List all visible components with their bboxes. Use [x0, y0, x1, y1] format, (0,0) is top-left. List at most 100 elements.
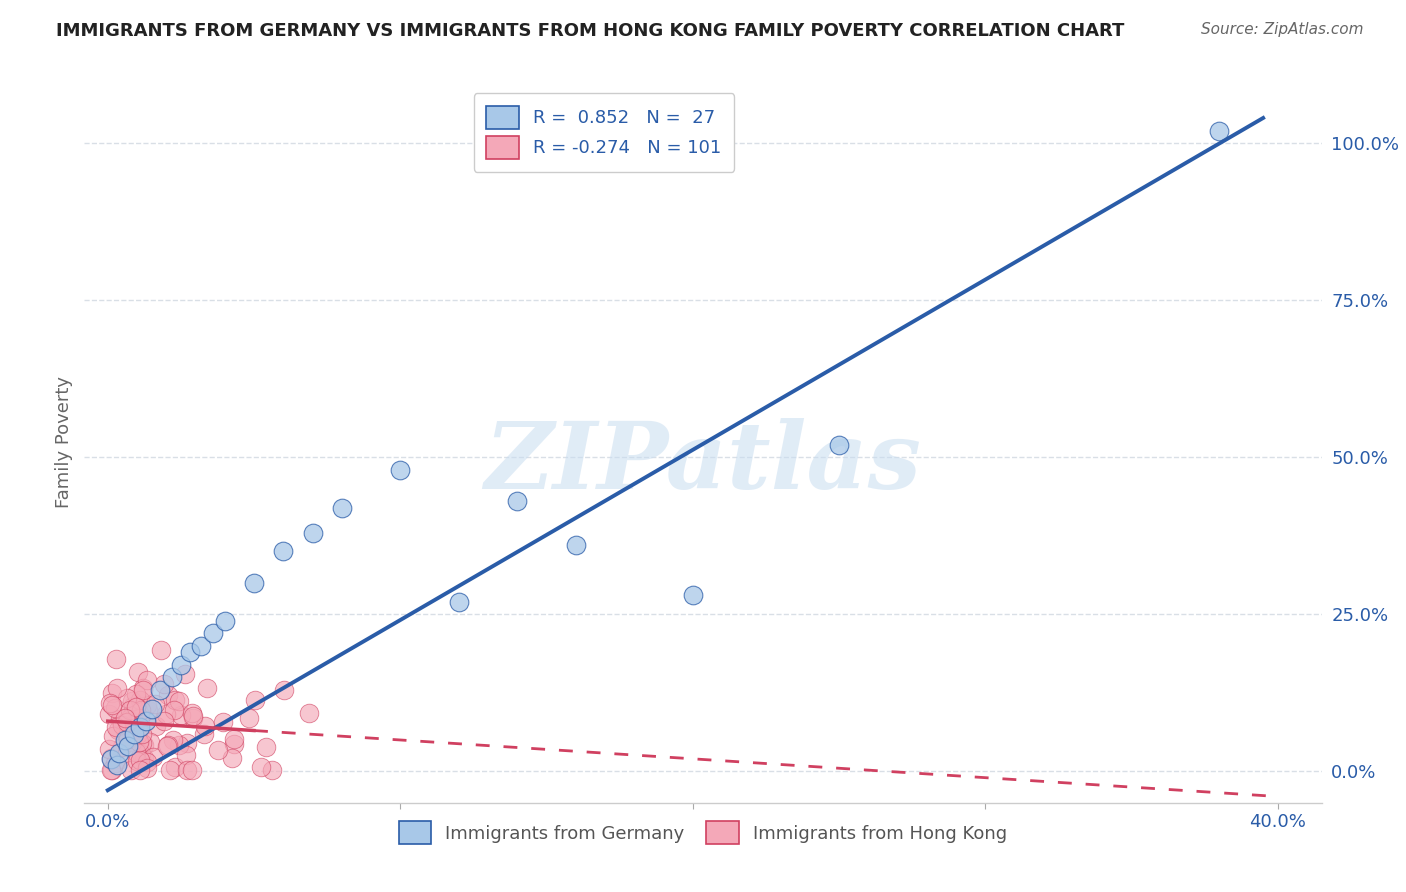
Point	[224, 737, 246, 751]
Point	[121, 694, 143, 708]
Point	[129, 710, 152, 724]
Point	[135, 698, 157, 712]
Point	[183, 711, 205, 725]
Point	[157, 739, 180, 753]
Text: IMMIGRANTS FROM GERMANY VS IMMIGRANTS FROM HONG KONG FAMILY POVERTY CORRELATION : IMMIGRANTS FROM GERMANY VS IMMIGRANTS FR…	[56, 22, 1125, 40]
Point	[128, 735, 150, 749]
Point	[156, 688, 179, 702]
Point	[179, 645, 201, 659]
Point	[167, 694, 190, 708]
Point	[115, 715, 138, 730]
Point	[143, 697, 166, 711]
Point	[222, 731, 245, 746]
Point	[243, 693, 266, 707]
Point	[104, 701, 127, 715]
Point	[565, 538, 588, 552]
Point	[100, 752, 122, 766]
Point	[163, 693, 186, 707]
Point	[301, 525, 323, 540]
Point	[160, 670, 183, 684]
Point	[122, 727, 145, 741]
Point	[114, 733, 136, 747]
Point	[176, 736, 198, 750]
Point	[115, 690, 138, 705]
Point	[214, 614, 236, 628]
Point	[254, 740, 277, 755]
Point	[134, 738, 156, 752]
Point	[159, 763, 181, 777]
Point	[122, 698, 145, 713]
Point	[134, 750, 156, 764]
Point	[180, 706, 202, 720]
Point	[114, 724, 136, 739]
Point	[129, 763, 152, 777]
Point	[104, 720, 127, 734]
Point	[155, 706, 177, 721]
Point	[100, 698, 122, 713]
Point	[129, 747, 152, 761]
Point	[271, 544, 294, 558]
Point	[181, 708, 204, 723]
Point	[447, 595, 470, 609]
Point	[114, 728, 136, 742]
Point	[170, 707, 193, 722]
Point	[156, 739, 179, 754]
Point	[107, 723, 129, 738]
Y-axis label: Family Poverty: Family Poverty	[55, 376, 73, 508]
Point	[174, 748, 197, 763]
Point	[111, 718, 134, 732]
Point	[104, 756, 127, 771]
Point	[129, 720, 152, 734]
Point	[193, 727, 215, 741]
Point	[170, 657, 193, 672]
Point	[138, 734, 160, 748]
Point	[120, 763, 142, 777]
Point	[131, 703, 153, 717]
Point	[135, 714, 157, 728]
Legend: Immigrants from Germany, Immigrants from Hong Kong: Immigrants from Germany, Immigrants from…	[391, 814, 1015, 852]
Point	[98, 706, 121, 721]
Point	[135, 761, 157, 775]
Point	[273, 683, 295, 698]
Point	[249, 760, 271, 774]
Point	[194, 719, 217, 733]
Point	[117, 712, 139, 726]
Point	[211, 714, 233, 729]
Point	[121, 734, 143, 748]
Point	[100, 751, 122, 765]
Point	[828, 438, 851, 452]
Point	[108, 746, 131, 760]
Point	[105, 681, 128, 696]
Point	[131, 727, 153, 741]
Point	[117, 739, 139, 754]
Point	[125, 745, 148, 759]
Point	[238, 711, 260, 725]
Point	[682, 589, 704, 603]
Point	[105, 652, 128, 666]
Point	[132, 682, 155, 697]
Point	[190, 639, 212, 653]
Point	[129, 753, 152, 767]
Text: ZIPatlas: ZIPatlas	[485, 418, 921, 508]
Point	[125, 728, 148, 742]
Point	[165, 760, 187, 774]
Point	[141, 701, 163, 715]
Point	[149, 682, 172, 697]
Point	[100, 763, 122, 777]
Point	[167, 739, 190, 753]
Point	[138, 703, 160, 717]
Point	[298, 706, 321, 720]
Point	[176, 763, 198, 777]
Point	[260, 763, 283, 777]
Point	[162, 733, 184, 747]
Point	[135, 755, 157, 769]
Point	[110, 739, 132, 754]
Point	[101, 729, 124, 743]
Point	[101, 686, 124, 700]
Point	[195, 681, 218, 695]
Point	[98, 742, 121, 756]
Point	[153, 714, 176, 728]
Point	[118, 703, 141, 717]
Point	[128, 711, 150, 725]
Point	[115, 729, 138, 743]
